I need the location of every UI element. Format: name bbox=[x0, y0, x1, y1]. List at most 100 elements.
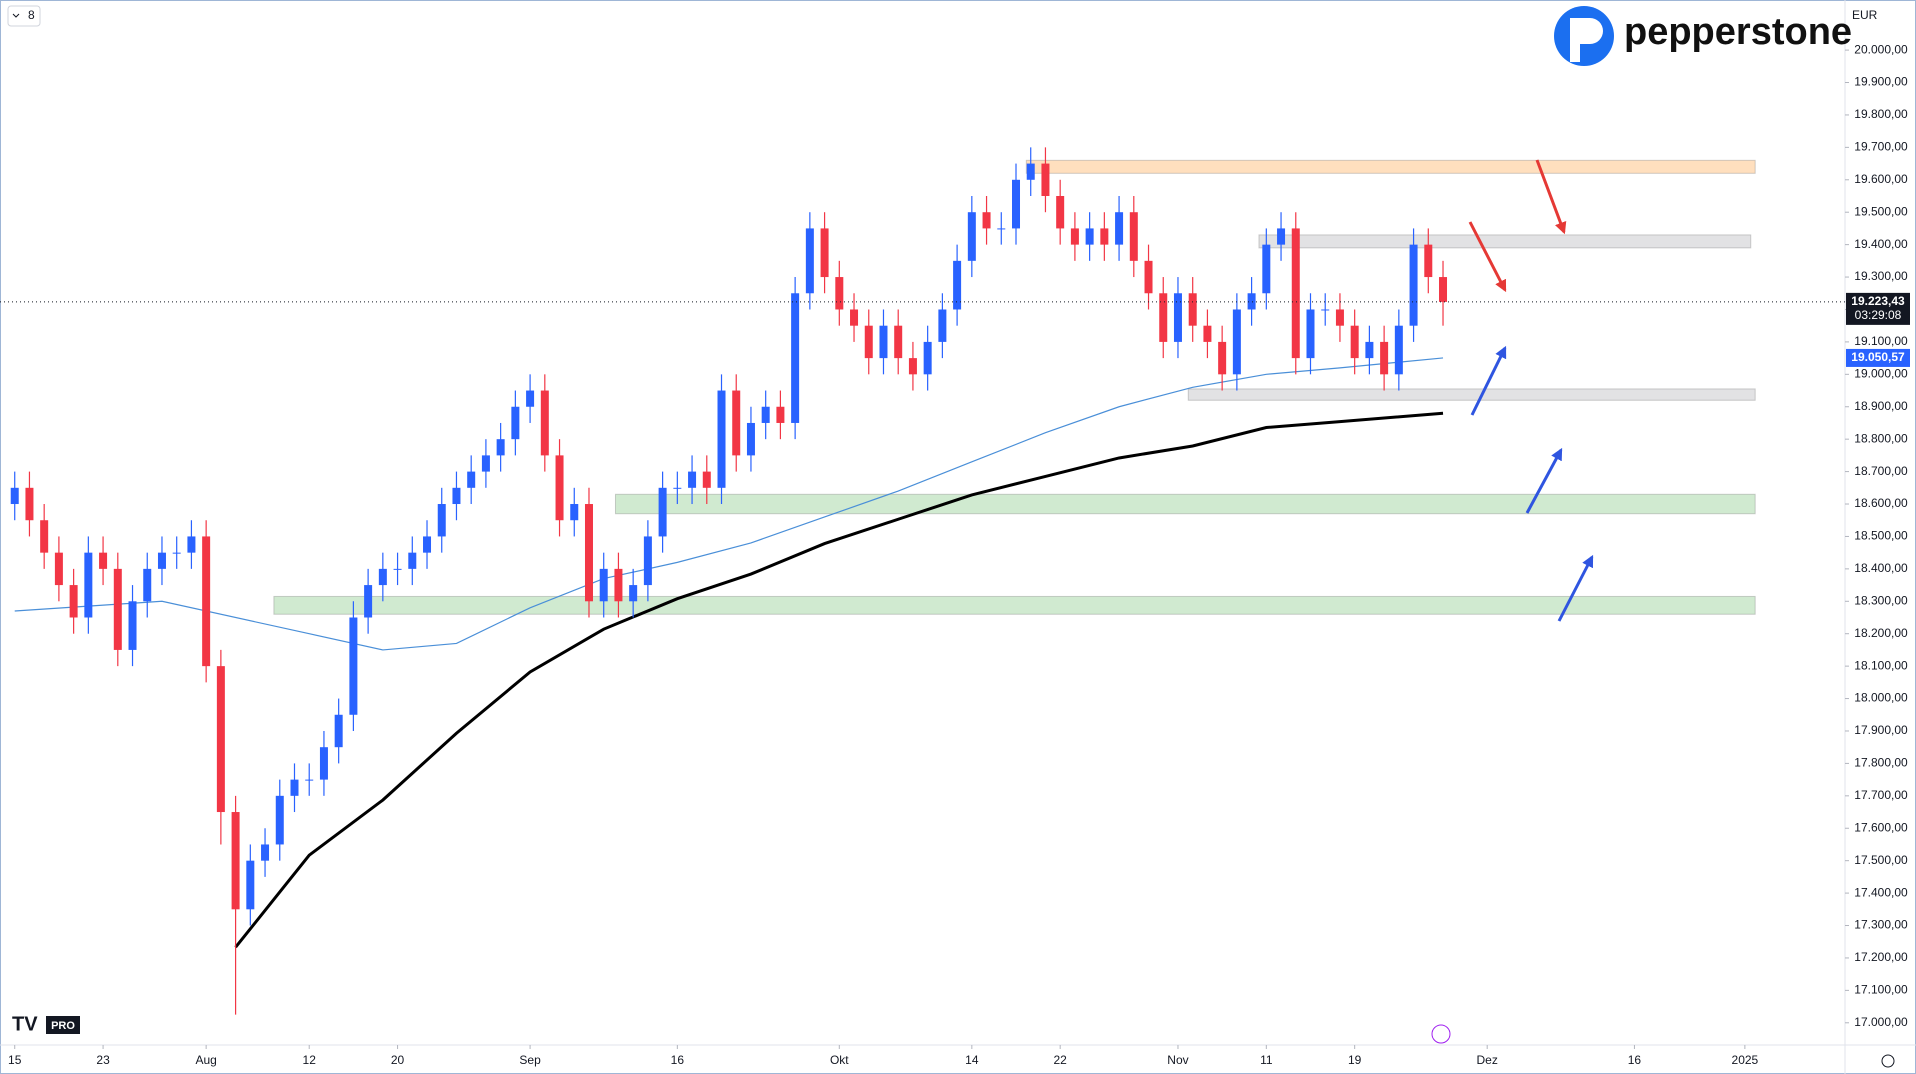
candle-body bbox=[290, 779, 299, 796]
candle-body bbox=[437, 504, 446, 537]
candle-body bbox=[1203, 325, 1212, 342]
y-tick-label: 18.700,00 bbox=[1854, 464, 1908, 478]
candle-body bbox=[1012, 179, 1021, 229]
candle-body bbox=[761, 406, 770, 423]
last-price-label: 19.223,43 bbox=[1851, 294, 1905, 308]
candle-body bbox=[982, 212, 991, 229]
y-tick-label: 18.900,00 bbox=[1854, 399, 1908, 413]
tv-logo: TV bbox=[12, 1013, 38, 1035]
candle-body bbox=[702, 471, 711, 488]
arrow bbox=[1470, 345, 1507, 416]
candle-body bbox=[231, 812, 240, 910]
candle-body bbox=[246, 860, 255, 910]
candle-body bbox=[555, 455, 564, 521]
x-tick-label: 15 bbox=[8, 1053, 22, 1067]
brand-logo-mark bbox=[1570, 18, 1603, 62]
candle-body bbox=[1247, 293, 1256, 310]
candle-body bbox=[776, 406, 785, 423]
arrow bbox=[1525, 447, 1563, 514]
candle-body bbox=[481, 455, 490, 472]
interval[interactable]: 8 bbox=[28, 8, 35, 22]
y-tick-label: 19.700,00 bbox=[1854, 140, 1908, 154]
countdown: 03:29:08 bbox=[1855, 308, 1902, 322]
candle-body bbox=[805, 228, 814, 294]
candle-body bbox=[1085, 228, 1094, 245]
candle-body bbox=[275, 795, 284, 845]
y-tick-label: 18.100,00 bbox=[1854, 658, 1908, 672]
candle-body bbox=[143, 568, 152, 602]
candle-body bbox=[1306, 309, 1315, 359]
candle-body bbox=[423, 536, 432, 553]
candle-body bbox=[1365, 341, 1374, 359]
x-tick-label: 16 bbox=[671, 1053, 685, 1067]
candle-body bbox=[967, 212, 976, 261]
candle-body bbox=[1321, 309, 1330, 311]
x-tick-label: Okt bbox=[830, 1053, 849, 1067]
x-tick-label: 23 bbox=[96, 1053, 110, 1067]
candle-body bbox=[643, 536, 652, 586]
candle-body bbox=[1070, 228, 1079, 245]
candle-body bbox=[629, 585, 638, 602]
x-tick-label: 11 bbox=[1260, 1053, 1273, 1067]
y-tick-label: 18.300,00 bbox=[1854, 593, 1908, 607]
x-tick-label: 20 bbox=[391, 1053, 405, 1067]
candle-body bbox=[84, 552, 93, 618]
x-tick-label: 19 bbox=[1348, 1053, 1362, 1067]
candle-body bbox=[216, 666, 225, 813]
candle-body bbox=[570, 504, 579, 521]
candle-body bbox=[526, 390, 535, 407]
candle-body bbox=[1335, 309, 1344, 326]
candle-body bbox=[938, 309, 947, 342]
x-tick-label: Dez bbox=[1477, 1053, 1498, 1067]
events-icon[interactable] bbox=[1431, 1024, 1451, 1044]
x-tick-label: Sep bbox=[519, 1053, 541, 1067]
y-tick-label: 19.400,00 bbox=[1854, 237, 1908, 251]
candle-body bbox=[997, 228, 1006, 230]
x-tick-label: 14 bbox=[965, 1053, 979, 1067]
candle-body bbox=[953, 260, 962, 310]
candle-body bbox=[1350, 325, 1359, 359]
candle-body bbox=[658, 487, 667, 537]
zone bbox=[1025, 159, 1756, 174]
x-tick-label: 22 bbox=[1053, 1053, 1067, 1067]
candle-body bbox=[1173, 293, 1182, 342]
candle-body bbox=[393, 568, 402, 570]
candle-body bbox=[908, 358, 917, 375]
candle-body bbox=[1026, 163, 1035, 180]
y-tick-label: 19.300,00 bbox=[1854, 269, 1908, 283]
candle-body bbox=[923, 341, 932, 375]
candle-body bbox=[69, 585, 78, 618]
y-tick-label: 18.000,00 bbox=[1854, 691, 1908, 705]
y-tick-label: 17.200,00 bbox=[1854, 950, 1908, 964]
candle-body bbox=[540, 390, 549, 456]
candle-body bbox=[378, 568, 387, 586]
candle-body bbox=[511, 406, 520, 440]
candle-body bbox=[1100, 228, 1109, 245]
badge: PRO bbox=[51, 1020, 75, 1032]
badge-bg bbox=[46, 1016, 80, 1034]
candle-body bbox=[1218, 341, 1227, 375]
candle-body bbox=[467, 471, 476, 488]
candle-body bbox=[1115, 212, 1124, 245]
candle-body bbox=[319, 747, 328, 780]
y-tick-label: 17.400,00 bbox=[1854, 885, 1908, 899]
moving-average bbox=[14, 357, 1444, 651]
candle-body bbox=[864, 325, 873, 359]
candle-body bbox=[202, 536, 211, 667]
brand: pepperstone bbox=[1624, 11, 1852, 53]
interval-button[interactable] bbox=[7, 5, 41, 27]
y-tick-label: 19.100,00 bbox=[1854, 334, 1908, 348]
currency[interactable]: EUR bbox=[1852, 8, 1878, 22]
candle-body bbox=[835, 277, 844, 310]
y-tick-label: 18.800,00 bbox=[1854, 431, 1908, 445]
candle-body bbox=[1041, 163, 1050, 196]
settings-icon[interactable] bbox=[1881, 1054, 1895, 1068]
y-tick-label: 17.900,00 bbox=[1854, 723, 1908, 737]
candle-body bbox=[1394, 325, 1403, 375]
moving-average bbox=[234, 411, 1444, 949]
candle-body bbox=[584, 504, 593, 602]
candle-body bbox=[614, 568, 623, 602]
candle-body bbox=[40, 520, 49, 553]
candle-body bbox=[1056, 195, 1065, 229]
